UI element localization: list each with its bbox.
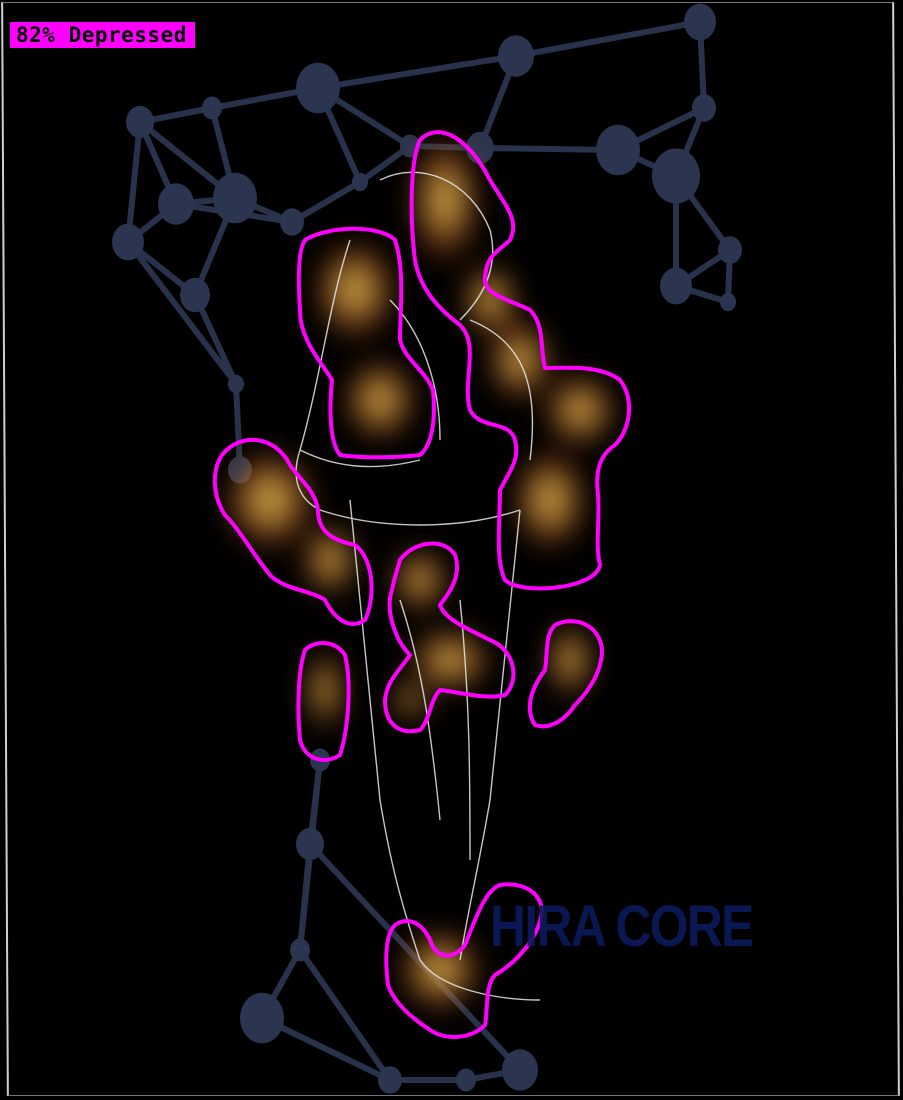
network-node [498, 35, 534, 77]
heat-blob [305, 645, 345, 735]
saliency-contour [409, 130, 632, 591]
network-node [660, 267, 692, 305]
network-node [213, 172, 257, 224]
network-node [240, 992, 284, 1044]
network-edge [290, 179, 362, 225]
network-node [112, 223, 144, 261]
network-node [378, 1066, 402, 1094]
network-node [692, 94, 716, 122]
sketch-stroke [295, 239, 351, 511]
sketch-stroke [319, 509, 521, 526]
network-edge [125, 240, 239, 386]
heat-blob [395, 925, 485, 1015]
sketch-stroke [469, 319, 534, 461]
saliency-contour [527, 619, 604, 729]
heat-blob [407, 130, 483, 270]
network-edge [260, 1015, 392, 1083]
heat-blob [390, 680, 430, 720]
saliency-contour [212, 437, 374, 626]
saliency-contours [212, 130, 632, 1039]
saliency-contour [383, 541, 516, 734]
network-node [228, 374, 244, 394]
network-node [290, 938, 310, 962]
network-edge [317, 53, 517, 91]
network-node [296, 827, 324, 861]
network-node [180, 277, 210, 313]
heat-blob [300, 520, 360, 600]
network-edge [479, 145, 619, 153]
network-nodes [112, 3, 742, 1094]
sketch-stroke [379, 171, 494, 321]
network-node [456, 1068, 476, 1092]
network-node [280, 208, 304, 236]
heat-blob [340, 355, 420, 445]
sketch-stroke [299, 449, 421, 468]
heatmap-regions [220, 130, 620, 1015]
watermark-text: HIRA CORE [490, 894, 754, 959]
heat-blob [390, 545, 450, 615]
network-edge [233, 383, 243, 471]
network-node [652, 148, 700, 204]
network-node [718, 236, 742, 264]
heat-blob [540, 370, 620, 450]
heat-blob [485, 315, 555, 405]
network-node [296, 62, 340, 114]
network-node [352, 172, 368, 192]
sketch-stroke [459, 599, 471, 861]
saliency-contour [384, 882, 544, 1039]
network-node [158, 183, 194, 225]
heat-blob [405, 625, 495, 695]
saliency-contour [296, 226, 436, 460]
network-node [720, 292, 736, 312]
prediction-label: 82% Depressed [10, 22, 195, 48]
heat-blob [545, 620, 595, 700]
sketch-stroke [399, 599, 441, 821]
saliency-contour [296, 641, 351, 762]
network-node [126, 105, 154, 139]
network-edge [297, 948, 393, 1082]
heat-blob [510, 445, 590, 555]
sketch-stroke [349, 499, 421, 961]
network-node [202, 96, 222, 120]
heat-blob [310, 235, 400, 345]
sketch-stroke [419, 959, 541, 1001]
network-node [596, 124, 640, 176]
network-edge [125, 121, 143, 243]
network-node [502, 1049, 538, 1091]
network-node [684, 3, 716, 41]
network-edge [515, 19, 701, 59]
